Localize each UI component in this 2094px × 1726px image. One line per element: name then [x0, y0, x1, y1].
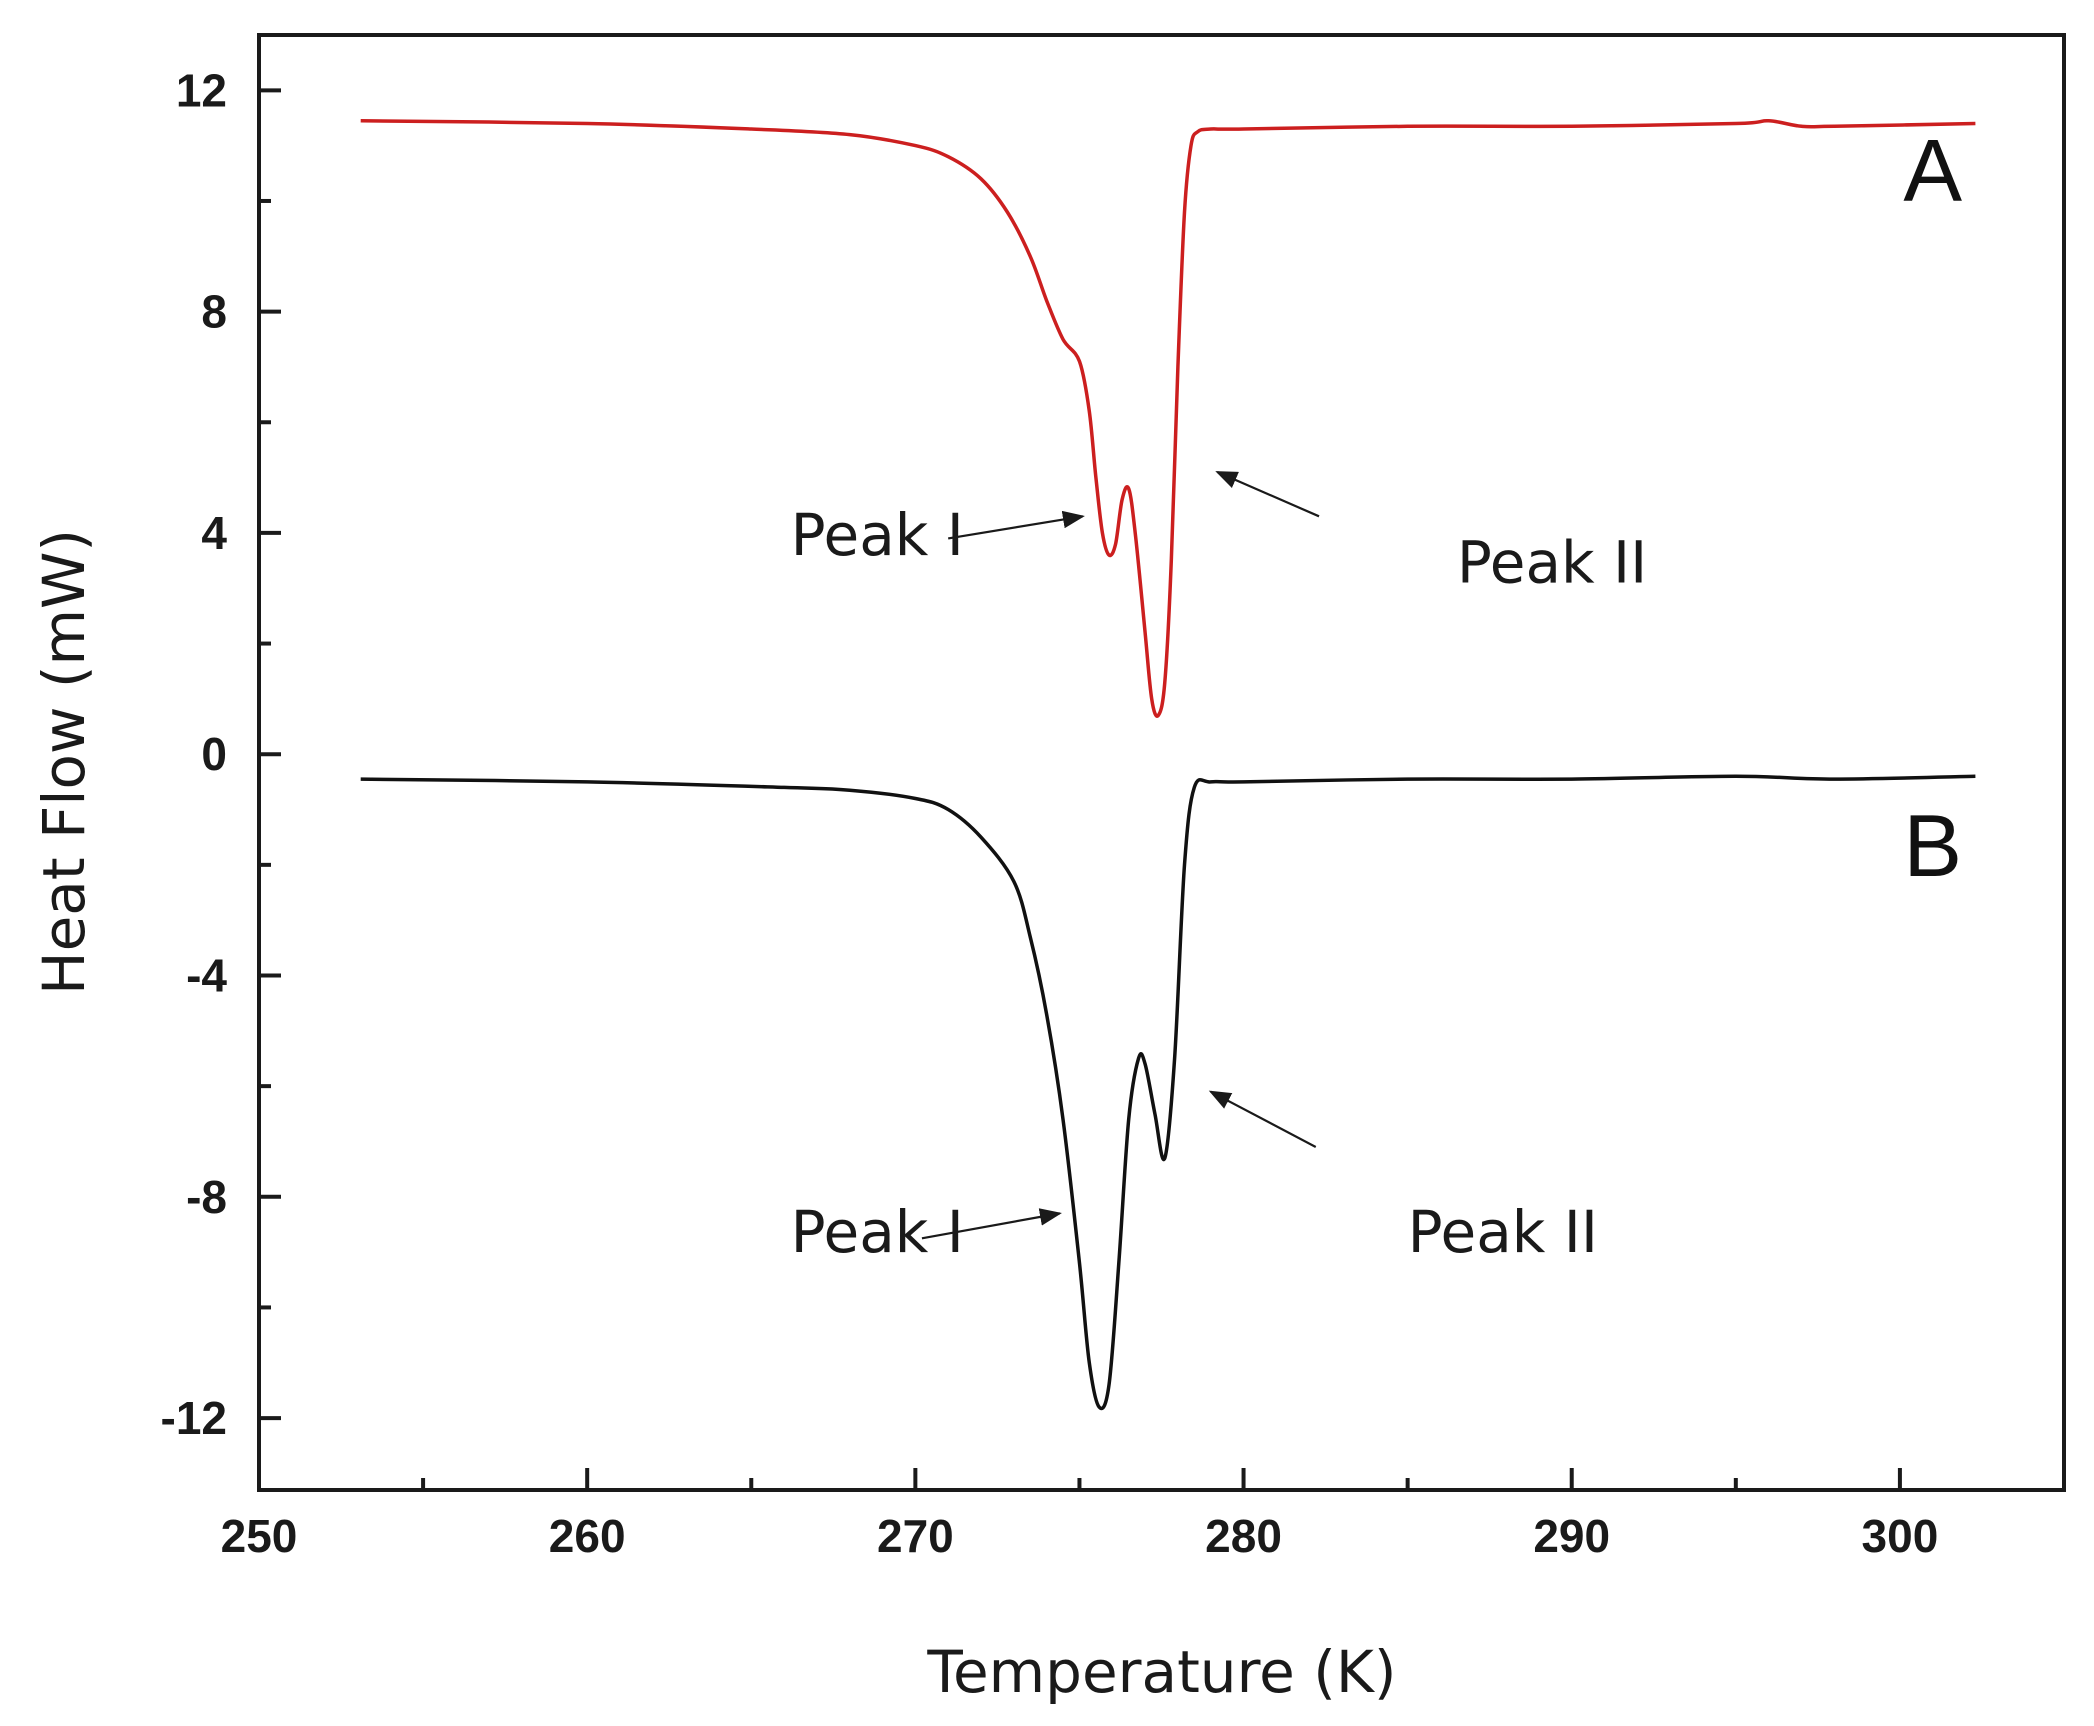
dsc-chart: 12 8 4 0 -4 -8 -12 250 260 270 280 290 300 A B Peak I…: [0, 0, 2094, 1726]
y-axis: 12 8 4 0 -4 -8 -12: [161, 64, 281, 1444]
y-tick-label: -8: [186, 1171, 227, 1223]
y-tick-label: 12: [176, 64, 227, 116]
series-line-B: [361, 776, 1976, 1408]
peak-label: Peak II: [1457, 529, 1647, 597]
plot-frame: [259, 35, 2064, 1490]
peak-arrow: [948, 516, 1083, 538]
peak-arrow: [1211, 1092, 1316, 1147]
y-tick-label: 4: [201, 507, 227, 559]
y-tick-label: 8: [201, 286, 227, 338]
peak-label: Peak II: [1408, 1198, 1598, 1266]
series-layer: [361, 121, 1976, 1409]
x-tick-label: 300: [1862, 1510, 1939, 1562]
y-tick-label: 0: [201, 728, 227, 780]
y-axis-title: Heat Flow (mW): [30, 529, 98, 995]
series-label-A: A: [1903, 121, 1962, 220]
x-tick-label: 260: [549, 1510, 626, 1562]
x-tick-label: 290: [1533, 1510, 1610, 1562]
x-axis: 250 260 270 280 290 300: [221, 1468, 1939, 1562]
x-tick-label: 280: [1205, 1510, 1282, 1562]
x-tick-label: 250: [221, 1510, 298, 1562]
peak-arrow: [1217, 472, 1319, 516]
y-tick-label: -12: [161, 1392, 227, 1444]
annotation-layer: A B Peak I Peak II Peak I Peak II: [791, 121, 1963, 1266]
series-label-B: B: [1903, 796, 1962, 895]
peak-label: Peak I: [791, 1198, 964, 1266]
peak-label: Peak I: [791, 501, 964, 569]
x-axis-title: Temperature (K): [926, 1638, 1396, 1706]
x-tick-label: 270: [877, 1510, 954, 1562]
y-tick-label: -4: [186, 949, 227, 1001]
series-line-A: [361, 121, 1976, 716]
